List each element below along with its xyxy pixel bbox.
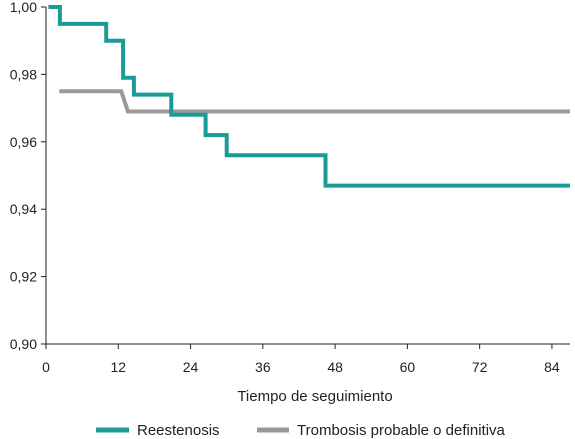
series-line-trombosis-probable-o-definitiva (59, 89, 570, 114)
x-tick-label: 48 (327, 359, 343, 375)
ticks-layer: 0,90 0,92 0,94 0,96 0,98 1,00 0 12 24 36 48 60 72 84 (10, 0, 560, 375)
y-tick-label: 0,98 (10, 66, 37, 82)
x-tick-label: 36 (255, 359, 271, 375)
x-tick-label: 72 (472, 359, 488, 375)
x-axis-title: Tiempo de seguimiento (237, 388, 392, 405)
x-tick-label: 12 (110, 359, 126, 375)
x-tick-label: 60 (400, 359, 416, 375)
y-tick-label: 0,94 (10, 201, 37, 217)
y-tick-label: 0,96 (10, 134, 37, 150)
series-line-reestenosis (48, 5, 570, 188)
axes-layer (45, 7, 570, 345)
legend: Reestenosis Trombosis probable o definiti… (96, 422, 506, 439)
series-layer (48, 5, 570, 188)
x-tick-label: 24 (183, 359, 199, 375)
y-tick-label: 0,92 (10, 269, 37, 285)
legend-label: Reestenosis (137, 422, 220, 439)
y-tick-label: 1,00 (10, 0, 37, 15)
x-tick-label: 0 (42, 359, 50, 375)
legend-label: Trombosis probable o definitiva (297, 422, 506, 439)
y-tick-label: 0,90 (10, 336, 37, 352)
x-tick-label: 84 (544, 359, 560, 375)
